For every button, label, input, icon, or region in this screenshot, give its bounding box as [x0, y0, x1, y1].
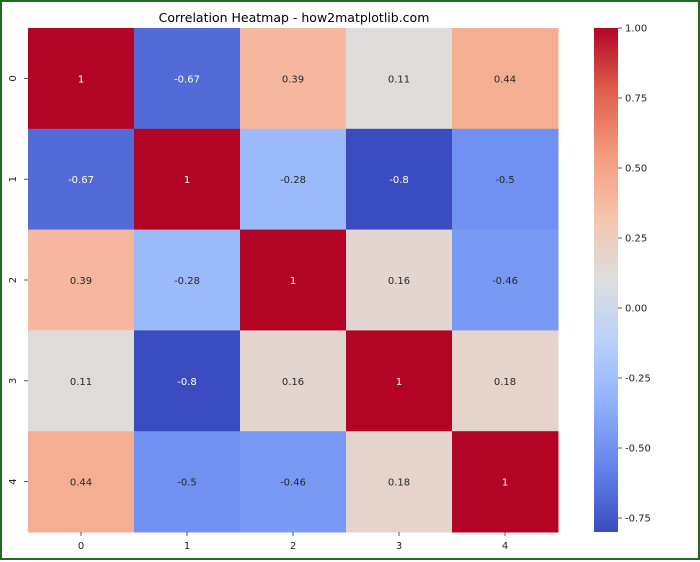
heatmap-cell: [134, 229, 241, 331]
colorbar-ticks: 1.00 0.75 0.50 0.25 0.00 -0.25 -0.50 -0.75: [618, 24, 651, 525]
colorbar-tick-label: 1.00: [625, 24, 647, 35]
cell-value-label: 0.44: [70, 478, 92, 489]
heatmap-cell: [134, 431, 241, 533]
cell-value-label: 0.16: [282, 377, 304, 388]
cell-value-label: 0.11: [70, 377, 92, 388]
colorbar-tick-label: -0.25: [625, 374, 651, 385]
cell-value-label: -0.8: [389, 175, 409, 186]
x-axis-ticks: 0 1 2 3 4: [78, 532, 508, 552]
y-tick-label: 2: [8, 277, 19, 283]
heatmap-cell: [452, 229, 559, 331]
heatmap-cell: [28, 128, 135, 231]
heatmap-cell: [346, 28, 453, 130]
cell-value-label: -0.46: [492, 276, 518, 287]
colorbar: [594, 28, 618, 532]
x-tick-label: 3: [396, 541, 402, 552]
heatmap-cell: [452, 28, 559, 130]
cell-value-label: -0.5: [495, 175, 515, 186]
cell-value-label: 0.11: [388, 74, 410, 85]
colorbar-tick-label: 0.75: [625, 94, 647, 105]
heatmap-cell: [240, 431, 347, 533]
heatmap-cells: [28, 28, 559, 533]
heatmap-cell: [134, 28, 241, 130]
cell-value-label: 0.39: [282, 74, 304, 85]
cell-value-label: 0.16: [388, 276, 410, 287]
heatmap-cell: [452, 128, 559, 231]
heatmap-cell: [452, 431, 559, 533]
heatmap-cell: [28, 330, 135, 432]
heatmap-cell: [346, 330, 453, 432]
cell-value-label: -0.8: [177, 377, 197, 388]
cell-value-label: 1: [396, 377, 402, 388]
cell-value-label: -0.28: [174, 276, 200, 287]
cell-value-label: 0.44: [494, 74, 516, 85]
colorbar-tick-label: 0.50: [625, 164, 647, 175]
colorbar-tick-label: 0.00: [625, 304, 647, 315]
heatmap-cell: [28, 28, 135, 130]
x-tick-label: 4: [502, 541, 508, 552]
heatmap-cell: [134, 128, 241, 231]
colorbar-tick-label: -0.75: [625, 514, 651, 525]
heatmap-cell: [452, 330, 559, 432]
y-tick-label: 1: [8, 176, 19, 182]
heatmap-cell: [240, 229, 347, 331]
cell-value-label: -0.67: [174, 74, 200, 85]
heatmap-cell: [134, 330, 241, 432]
y-tick-label: 3: [8, 378, 19, 384]
x-tick-label: 1: [184, 541, 190, 552]
y-tick-label: 4: [8, 478, 19, 484]
heatmap-cell: [28, 229, 135, 331]
x-tick-label: 0: [78, 541, 84, 552]
y-tick-label: 0: [8, 75, 19, 81]
heatmap-cell: [240, 330, 347, 432]
cell-value-label: 0.18: [494, 377, 516, 388]
chart-title: Correlation Heatmap - how2matplotlib.com: [159, 10, 430, 25]
cell-value-label: 1: [502, 478, 508, 489]
x-tick-label: 2: [290, 541, 296, 552]
heatmap-cell: [240, 28, 347, 130]
cell-value-label: -0.67: [68, 175, 94, 186]
heatmap-cell-labels: 1 -0.67 0.39 0.11 0.44 -0.67 1 -0.28 -0.8 -0.5 0.3…: [68, 74, 518, 488]
cell-value-label: 0.39: [70, 276, 92, 287]
colorbar-tick-label: 0.25: [625, 234, 647, 245]
heatmap-cell: [346, 128, 453, 231]
cell-value-label: 1: [290, 276, 296, 287]
cell-value-label: -0.46: [280, 478, 306, 489]
heatmap-cell: [240, 128, 347, 231]
heatmap-cell: [346, 431, 453, 533]
cell-value-label: 0.18: [388, 478, 410, 489]
cell-value-label: 1: [78, 74, 84, 85]
cell-value-label: -0.28: [280, 175, 306, 186]
y-axis-ticks: 0 1 2 3 4: [8, 75, 28, 485]
heatmap-cell: [346, 229, 453, 331]
colorbar-tick-label: -0.50: [625, 444, 651, 455]
cell-value-label: 1: [184, 175, 190, 186]
heatmap-cell: [28, 431, 135, 533]
cell-value-label: -0.5: [177, 478, 197, 489]
